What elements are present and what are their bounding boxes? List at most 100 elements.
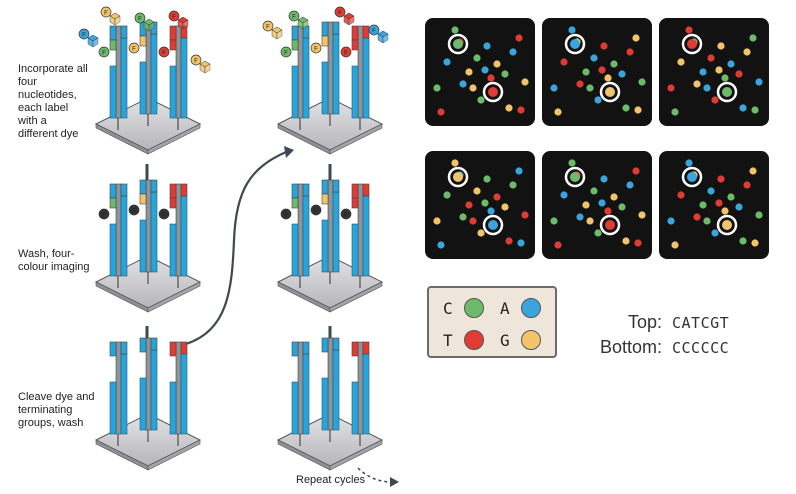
cluster-dot bbox=[443, 191, 451, 199]
cluster-dot bbox=[632, 167, 640, 175]
cluster-dot bbox=[473, 187, 481, 195]
cluster-dot bbox=[509, 181, 517, 189]
dye-letter: F bbox=[162, 51, 166, 57]
cluster-dots bbox=[550, 26, 646, 116]
dye-letter: F bbox=[102, 213, 106, 219]
dye-icon bbox=[340, 46, 352, 58]
cluster-dot bbox=[477, 96, 485, 104]
cluster-dot bbox=[743, 48, 751, 56]
cluster-dot bbox=[433, 217, 441, 225]
dye-letter: F bbox=[82, 33, 86, 39]
cluster-dot bbox=[632, 34, 640, 42]
cluster-dot bbox=[711, 229, 719, 237]
repeat-cycles-label: Repeat cycles bbox=[296, 474, 366, 486]
cluster-dot bbox=[751, 106, 759, 114]
dye-letter: F bbox=[104, 11, 108, 17]
cluster-dot bbox=[717, 42, 725, 50]
cluster-dots bbox=[667, 159, 763, 249]
cluster-dot bbox=[604, 207, 612, 215]
cluster-dot bbox=[488, 87, 498, 97]
cluster-dot bbox=[550, 84, 558, 92]
legend-dot-t bbox=[464, 330, 484, 350]
cluster-dot bbox=[638, 78, 646, 86]
highlight-ring bbox=[681, 33, 703, 55]
cluster-dot bbox=[685, 159, 693, 167]
highlight-ring bbox=[716, 214, 738, 236]
dye-icon bbox=[128, 42, 140, 54]
dye-icon bbox=[128, 204, 140, 216]
cluster-dot bbox=[554, 241, 562, 249]
cluster-dot bbox=[610, 60, 618, 68]
cluster-dot bbox=[453, 172, 463, 182]
cluster-dots bbox=[550, 159, 646, 249]
cluster-dot bbox=[451, 159, 459, 167]
cluster-dot bbox=[735, 203, 743, 211]
top-sequence-label: Top: bbox=[627, 312, 662, 332]
cluster-dot bbox=[459, 80, 467, 88]
cluster-dot bbox=[667, 84, 675, 92]
cluster-dot bbox=[483, 42, 491, 50]
cluster-dot bbox=[477, 229, 485, 237]
cluster-dot bbox=[505, 237, 513, 245]
cluster-dot bbox=[560, 191, 568, 199]
cluster-dot bbox=[600, 175, 608, 183]
cluster-dot bbox=[687, 172, 697, 182]
cluster-dot bbox=[570, 39, 580, 49]
cluster-dot bbox=[755, 78, 763, 86]
dye-icon bbox=[190, 54, 202, 66]
dye-letter: F bbox=[266, 25, 270, 31]
cluster-dot bbox=[671, 241, 679, 249]
cluster-dot bbox=[590, 187, 598, 195]
legend-letter-g: G bbox=[500, 331, 510, 350]
cluster-dot bbox=[715, 66, 723, 74]
cluster-dot bbox=[443, 58, 451, 66]
dna-strand bbox=[169, 341, 188, 446]
cluster-dot bbox=[685, 26, 693, 34]
highlight-ring bbox=[599, 81, 621, 103]
cluster-dot bbox=[699, 201, 707, 209]
cluster-dot bbox=[622, 237, 630, 245]
cluster-dot bbox=[727, 60, 735, 68]
cluster-dot bbox=[473, 54, 481, 62]
bottom-sequence-label: Bottom: bbox=[599, 337, 662, 357]
dye-letter: F bbox=[344, 213, 348, 219]
cluster-dot bbox=[605, 220, 615, 230]
cluster-dot bbox=[693, 80, 701, 88]
cluster-dot bbox=[505, 104, 513, 112]
dye-icon bbox=[280, 208, 292, 220]
cluster-dot bbox=[465, 201, 473, 209]
cluster-dot bbox=[437, 108, 445, 116]
cluster-dot bbox=[465, 68, 473, 76]
cluster-dot bbox=[590, 54, 598, 62]
highlight-ring bbox=[564, 33, 586, 55]
cluster-dot bbox=[598, 199, 606, 207]
cluster-dot bbox=[550, 217, 558, 225]
dye-letter: F bbox=[162, 213, 166, 219]
cluster-dot bbox=[634, 239, 642, 247]
cluster-dot bbox=[582, 201, 590, 209]
cluster-dot bbox=[735, 70, 743, 78]
legend-dot-g bbox=[521, 330, 541, 350]
dye-icon bbox=[98, 46, 110, 58]
dye-letter: F bbox=[292, 15, 296, 21]
dye-letter: F bbox=[172, 15, 176, 21]
cluster-dot bbox=[721, 207, 729, 215]
cluster-dot bbox=[501, 203, 509, 211]
cluster-dot bbox=[568, 26, 576, 34]
assemblies: F F F F F F F F F F F F F F F F F F F F F bbox=[78, 6, 389, 471]
cluster-dot bbox=[517, 239, 525, 247]
dna-strand bbox=[109, 25, 128, 130]
cluster-dot bbox=[634, 106, 642, 114]
cluster-dot bbox=[517, 106, 525, 114]
legend-dot-c bbox=[464, 298, 484, 318]
cluster-dot bbox=[594, 229, 602, 237]
cluster-dot bbox=[487, 74, 495, 82]
cluster-dot bbox=[493, 60, 501, 68]
dye-icon bbox=[78, 28, 90, 40]
cluster-dot bbox=[715, 199, 723, 207]
dna-strand bbox=[351, 183, 370, 288]
cluster-dot bbox=[677, 191, 685, 199]
cluster-dot bbox=[604, 74, 612, 82]
cluster-dots bbox=[433, 159, 529, 249]
cluster-dot bbox=[618, 70, 626, 78]
